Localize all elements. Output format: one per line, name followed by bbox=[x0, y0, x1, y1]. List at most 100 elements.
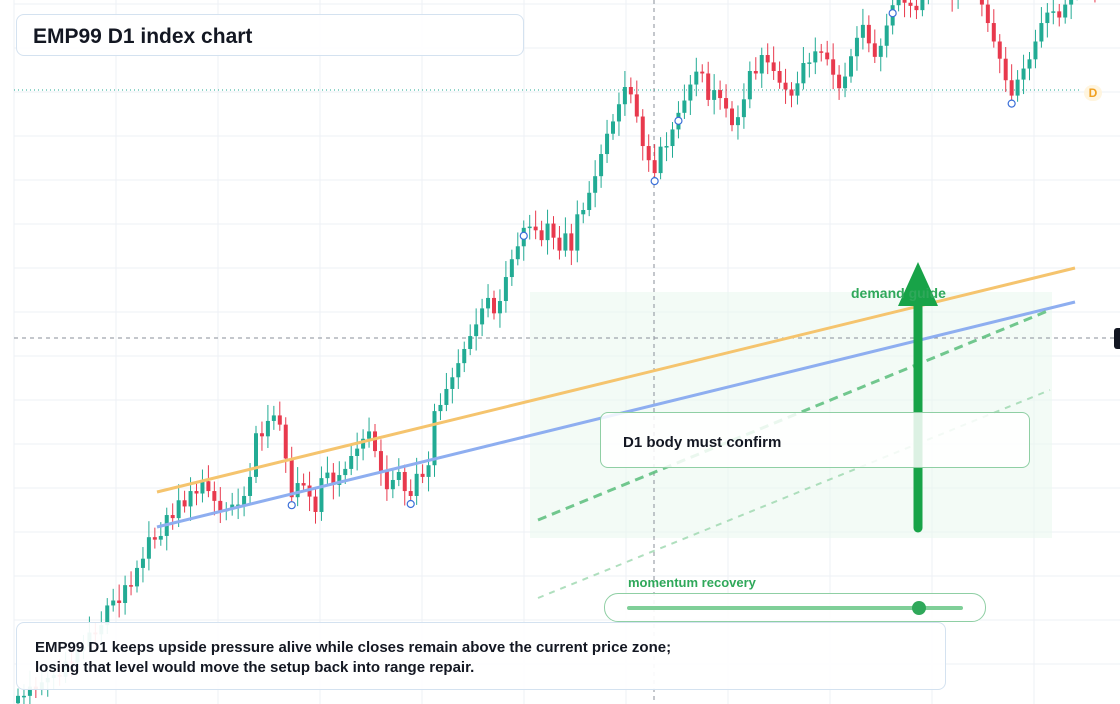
candle-up bbox=[396, 471, 401, 480]
candle-down bbox=[212, 491, 217, 501]
candle-down bbox=[914, 5, 919, 11]
candle-up bbox=[254, 433, 258, 477]
candle-up bbox=[16, 695, 20, 704]
candle-down bbox=[837, 74, 842, 89]
candle-down bbox=[277, 415, 282, 425]
candle-up bbox=[849, 56, 853, 77]
candle-up bbox=[242, 495, 247, 505]
candle-up bbox=[587, 192, 592, 210]
candle-down bbox=[373, 431, 377, 452]
candle-down bbox=[819, 51, 824, 53]
signal-marker bbox=[406, 499, 415, 509]
candle-down bbox=[408, 491, 413, 496]
candle-up bbox=[1027, 59, 1032, 69]
candle-down bbox=[789, 89, 794, 96]
candle-down bbox=[117, 600, 122, 603]
candle-up bbox=[325, 472, 330, 479]
candle-up bbox=[265, 420, 270, 437]
candle-up bbox=[801, 63, 806, 84]
momentum-slider[interactable] bbox=[604, 593, 986, 622]
candle-up bbox=[611, 121, 615, 134]
candle-down bbox=[831, 59, 836, 75]
candle-up bbox=[503, 277, 508, 302]
candle-up bbox=[176, 500, 181, 519]
candle-down bbox=[170, 515, 175, 519]
candle-down bbox=[979, 0, 984, 5]
candle-up bbox=[188, 491, 193, 507]
candle-up bbox=[200, 481, 205, 494]
signal-marker bbox=[888, 9, 897, 18]
candle-up bbox=[390, 479, 395, 490]
candle-up bbox=[135, 567, 139, 587]
signal-markers bbox=[287, 9, 1016, 510]
candle-up bbox=[884, 25, 889, 46]
candle-up bbox=[682, 100, 687, 113]
candle-down bbox=[718, 90, 723, 99]
candle-up bbox=[1039, 23, 1044, 42]
candle-down bbox=[557, 237, 562, 251]
candle-up bbox=[236, 504, 241, 507]
confirm-callout: D1 body must confirm bbox=[600, 412, 1030, 468]
candle-up bbox=[878, 45, 883, 57]
candle-up bbox=[349, 456, 354, 469]
candle-up bbox=[486, 297, 491, 309]
candle-up bbox=[860, 24, 865, 38]
candle-up bbox=[1063, 4, 1068, 18]
timeframe-badge[interactable]: D bbox=[1084, 85, 1102, 101]
candle-up bbox=[319, 478, 324, 512]
candle-up bbox=[688, 84, 693, 101]
candle-up bbox=[545, 223, 550, 241]
candle-down bbox=[997, 41, 1002, 59]
candle-down bbox=[765, 55, 770, 63]
candle-down bbox=[634, 94, 639, 117]
candle-up bbox=[355, 448, 360, 456]
candle-down bbox=[777, 71, 782, 83]
candle-up bbox=[599, 154, 604, 177]
signal-marker bbox=[519, 231, 528, 240]
momentum-knob[interactable] bbox=[912, 601, 927, 615]
candle-down bbox=[902, 0, 907, 3]
candle-up bbox=[480, 308, 485, 325]
candle-up bbox=[854, 37, 859, 57]
candle-down bbox=[646, 146, 651, 161]
analysis-note: EMP99 D1 keeps upside pressure alive whi… bbox=[16, 622, 946, 690]
candle-down bbox=[640, 116, 645, 147]
candle-down bbox=[378, 451, 383, 472]
candle-up bbox=[813, 51, 818, 63]
candle-up bbox=[456, 363, 461, 378]
candles bbox=[16, 0, 1096, 704]
candle-down bbox=[194, 491, 199, 494]
candle-up bbox=[295, 483, 300, 498]
candle-up bbox=[575, 214, 580, 251]
confirm-label: D1 body must confirm bbox=[623, 434, 782, 451]
candle-up bbox=[527, 226, 532, 229]
candle-down bbox=[402, 471, 407, 492]
chart-title: EMP99 D1 index chart bbox=[33, 25, 253, 48]
candle-down bbox=[1009, 80, 1014, 96]
candle-up bbox=[432, 411, 437, 466]
candle-down bbox=[259, 433, 264, 437]
candle-up bbox=[158, 535, 163, 540]
candle-down bbox=[730, 108, 734, 126]
candle-down bbox=[652, 160, 657, 174]
candle-up bbox=[896, 0, 901, 6]
candle-up bbox=[593, 176, 598, 193]
candle-down bbox=[700, 71, 705, 74]
candle-up bbox=[271, 415, 276, 421]
candle-down bbox=[1003, 58, 1008, 81]
signal-marker bbox=[1007, 99, 1016, 108]
candle-up bbox=[123, 585, 128, 603]
candle-up bbox=[581, 210, 586, 215]
candle-up bbox=[438, 404, 443, 412]
candle-up bbox=[694, 71, 699, 85]
candle-up bbox=[1051, 11, 1056, 13]
candle-up bbox=[140, 558, 145, 568]
candle-up bbox=[414, 473, 419, 496]
candle-down bbox=[313, 496, 318, 512]
candle-down bbox=[908, 2, 913, 6]
candle-up bbox=[741, 99, 746, 118]
candle-up bbox=[658, 146, 663, 174]
candle-up bbox=[468, 336, 473, 349]
candle-up bbox=[474, 324, 479, 337]
candle-up bbox=[343, 468, 348, 476]
